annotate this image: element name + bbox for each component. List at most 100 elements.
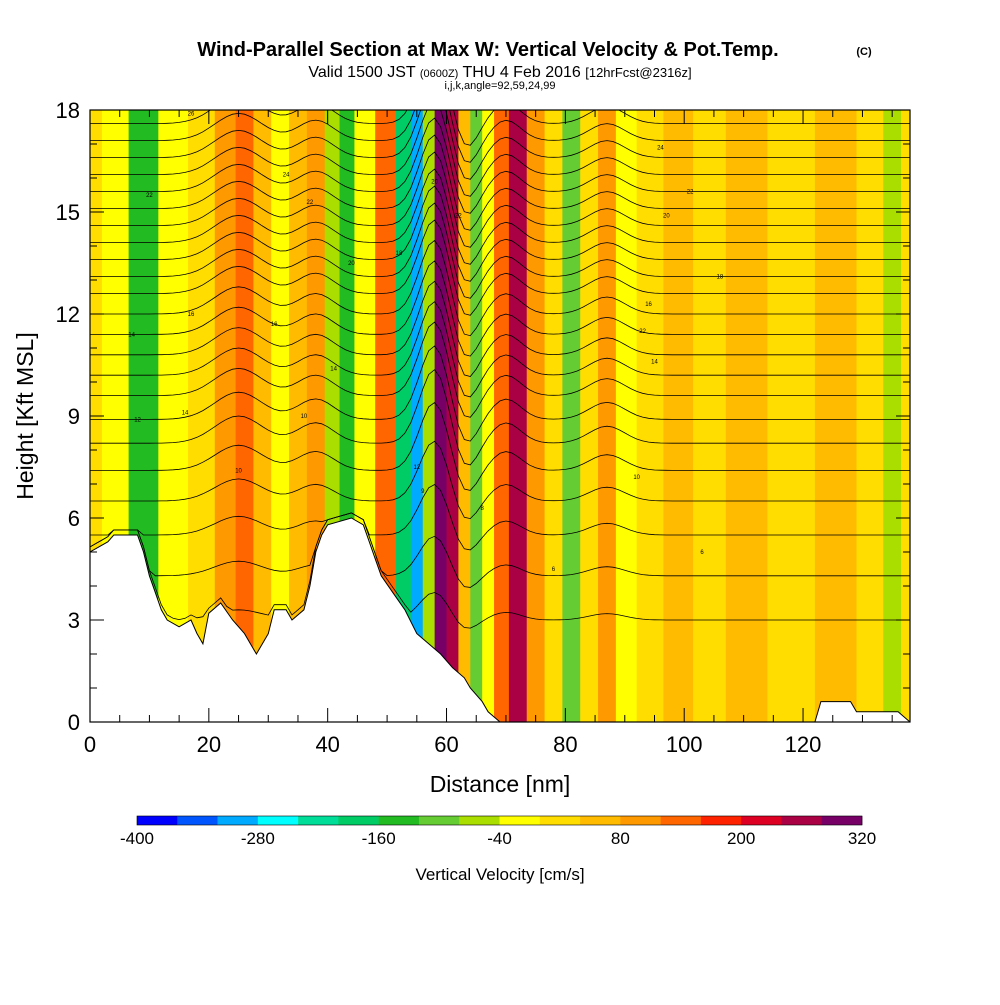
velocity-column bbox=[235, 110, 255, 722]
isentrope-label: 24 bbox=[283, 173, 290, 179]
velocity-column bbox=[446, 110, 460, 722]
isentrope-label: 26 bbox=[188, 111, 195, 117]
isentrope-label: 16 bbox=[271, 322, 278, 328]
isentrope-label: 20 bbox=[431, 179, 438, 185]
colorbar-swatch bbox=[620, 816, 661, 825]
x-tick-label: 40 bbox=[315, 732, 339, 757]
colorbar-tick-label: -40 bbox=[487, 829, 512, 848]
isentrope-line bbox=[90, 280, 910, 377]
colorbar-tick-label: -160 bbox=[362, 829, 396, 848]
colorbar-tick-label: -400 bbox=[120, 829, 154, 848]
y-tick-label: 12 bbox=[56, 302, 80, 327]
vertical-velocity-field bbox=[90, 110, 910, 722]
x-tick-label: 20 bbox=[197, 732, 221, 757]
y-axis: 0 3 6 9 12 15 18 bbox=[56, 98, 910, 735]
isentrope-line bbox=[90, 512, 910, 629]
isentrope-label: 10 bbox=[633, 475, 640, 481]
isentrope-label: 6 bbox=[552, 567, 556, 573]
colorbar-swatch bbox=[660, 816, 702, 825]
y-tick-label: 0 bbox=[68, 710, 80, 735]
colorbar-swatch bbox=[338, 816, 379, 825]
velocity-column bbox=[856, 110, 884, 722]
colorbar-swatch bbox=[418, 816, 460, 825]
x-tick-label: 120 bbox=[785, 732, 822, 757]
velocity-column bbox=[598, 110, 617, 722]
isentrope-label: 22 bbox=[687, 190, 694, 196]
isentrope-label: 14 bbox=[182, 411, 189, 417]
colorbar-swatch bbox=[539, 816, 581, 825]
colorbar-swatch bbox=[499, 816, 541, 825]
colorbar-swatch bbox=[741, 816, 782, 825]
colorbar-frame bbox=[136, 815, 863, 826]
isentrope-label: 24 bbox=[657, 145, 664, 151]
colorbar-swatch bbox=[459, 816, 500, 825]
x-tick-label: 100 bbox=[666, 732, 703, 757]
x-tick-label: 80 bbox=[553, 732, 577, 757]
valid-time: Valid 1500 JST bbox=[308, 64, 416, 81]
isentrope-line bbox=[90, 185, 910, 282]
velocity-column bbox=[814, 110, 858, 722]
isentrope-line bbox=[90, 110, 910, 180]
isentrope-label: 18 bbox=[717, 275, 724, 281]
isentrope-line bbox=[90, 168, 910, 265]
colorbar-swatch bbox=[298, 816, 339, 825]
isentrope-line bbox=[90, 512, 910, 588]
velocity-column bbox=[615, 110, 638, 722]
velocity-column bbox=[470, 110, 483, 722]
terrain bbox=[90, 517, 910, 722]
isentrope-label: 16 bbox=[645, 302, 652, 308]
valid-date: THU 4 Feb 2016 bbox=[463, 64, 581, 81]
y-tick-label: 9 bbox=[68, 404, 80, 429]
y-tick-label: 18 bbox=[56, 98, 80, 123]
velocity-column bbox=[693, 110, 727, 722]
isentrope-line bbox=[90, 219, 910, 316]
x-tick-label: 60 bbox=[434, 732, 458, 757]
chart-subtitle: Valid 1500 JST (0600Z) THU 4 Feb 2016 [1… bbox=[308, 64, 691, 81]
velocity-column bbox=[214, 110, 237, 722]
isentrope-line bbox=[90, 301, 910, 398]
isentrope-label: 12 bbox=[134, 417, 141, 423]
isentrope-line bbox=[90, 260, 910, 357]
colorbar-tick-label: 320 bbox=[848, 829, 876, 848]
colorbar-swatch bbox=[821, 816, 863, 825]
isentrope-label: 22 bbox=[639, 329, 646, 335]
velocity-column bbox=[289, 110, 308, 722]
isentrope-line bbox=[90, 151, 910, 248]
isentrope-label: 9 bbox=[421, 489, 425, 495]
forecast-info: [12hrFcst@2316z] bbox=[585, 65, 691, 80]
isentrope-line bbox=[90, 239, 910, 337]
isentrope-label: 10 bbox=[301, 414, 308, 420]
y-tick-label: 15 bbox=[56, 200, 80, 225]
colorbar-swatch bbox=[217, 816, 259, 825]
velocity-column bbox=[767, 110, 816, 722]
velocity-column bbox=[508, 110, 528, 722]
isentrope-label: 20 bbox=[348, 261, 355, 267]
velocity-column bbox=[663, 110, 694, 722]
isentrope-label: 12 bbox=[413, 465, 420, 471]
colorbar-swatch bbox=[700, 816, 742, 825]
isentrope-line bbox=[90, 110, 910, 197]
isentrope-line bbox=[90, 401, 910, 491]
colorbar-tick-label: -280 bbox=[241, 829, 275, 848]
chart-title-mark: (C) bbox=[856, 46, 872, 58]
x-axis: 0 20 40 60 80 100 120 bbox=[84, 110, 893, 757]
isentrope-line bbox=[90, 134, 910, 231]
velocity-column bbox=[434, 110, 448, 722]
isentrope-label: 14 bbox=[330, 366, 337, 372]
isentrope-label: 22 bbox=[307, 200, 314, 206]
isentrope-label: 22 bbox=[455, 213, 462, 219]
isentrope-line bbox=[90, 110, 910, 163]
isentrope-line bbox=[90, 484, 910, 551]
isentrope-line bbox=[90, 369, 910, 466]
isentrope-label: 8 bbox=[481, 506, 485, 512]
velocity-column bbox=[544, 110, 563, 722]
colorbar-tick-label: 80 bbox=[611, 829, 630, 848]
isentrope-label: 18 bbox=[396, 251, 403, 257]
grid-indices: i,j,k,angle=92,59,24,99 bbox=[444, 80, 555, 92]
y-tick-label: 3 bbox=[68, 608, 80, 633]
y-axis-label: Height [Kft MSL] bbox=[12, 332, 38, 499]
velocity-column bbox=[562, 110, 581, 722]
isentrope-label: 20 bbox=[663, 213, 670, 219]
potential-temperature-isentropes bbox=[90, 110, 910, 629]
